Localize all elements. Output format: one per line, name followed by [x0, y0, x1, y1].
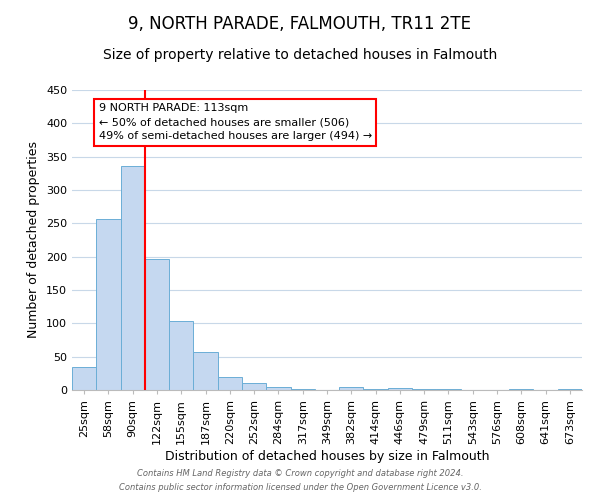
Bar	[388, 388, 412, 390]
Bar	[169, 320, 193, 390]
Bar	[339, 386, 364, 390]
Y-axis label: Number of detached properties: Number of detached properties	[28, 142, 40, 338]
Bar	[266, 386, 290, 390]
Text: Contains public sector information licensed under the Open Government Licence v3: Contains public sector information licen…	[119, 484, 481, 492]
Text: Contains HM Land Registry data © Crown copyright and database right 2024.: Contains HM Land Registry data © Crown c…	[137, 468, 463, 477]
Bar	[218, 376, 242, 390]
X-axis label: Distribution of detached houses by size in Falmouth: Distribution of detached houses by size …	[165, 450, 489, 462]
Bar	[121, 166, 145, 390]
Bar	[145, 260, 169, 390]
Bar	[96, 220, 121, 390]
Bar	[72, 366, 96, 390]
Text: Size of property relative to detached houses in Falmouth: Size of property relative to detached ho…	[103, 48, 497, 62]
Bar	[242, 384, 266, 390]
Text: 9 NORTH PARADE: 113sqm
← 50% of detached houses are smaller (506)
49% of semi-de: 9 NORTH PARADE: 113sqm ← 50% of detached…	[99, 104, 372, 142]
Bar	[193, 352, 218, 390]
Text: 9, NORTH PARADE, FALMOUTH, TR11 2TE: 9, NORTH PARADE, FALMOUTH, TR11 2TE	[128, 15, 472, 33]
